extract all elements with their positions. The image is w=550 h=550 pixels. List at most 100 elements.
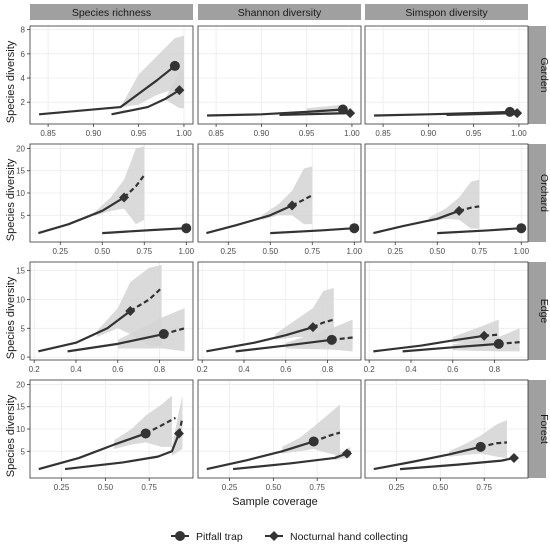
column-strips: Species richness Shannon diversity Simspon… bbox=[30, 4, 528, 20]
y-tick-label: 5 bbox=[21, 211, 26, 220]
row-strip bbox=[528, 262, 546, 360]
pitfall-trap-marker bbox=[337, 104, 348, 115]
panel-content bbox=[38, 146, 187, 235]
hand-collecting-marker bbox=[479, 330, 490, 341]
panel-orchard-1: 0.25 0.50 0.75 1.00 bbox=[197, 143, 363, 256]
hand-collecting-marker bbox=[345, 108, 356, 119]
x-tick-label: 1.00 bbox=[176, 129, 192, 138]
interpolated-line bbox=[206, 204, 293, 235]
interpolated-line bbox=[67, 332, 164, 353]
confidence-ribbon bbox=[114, 395, 172, 450]
panel-content bbox=[38, 264, 185, 353]
panel-edge-1: 0.2 0.4 0.6 0.8 bbox=[197, 261, 362, 374]
panel-orchard-0: 0.25 0.50 0.75 1.00 5 10 15 20 bbox=[16, 143, 195, 256]
x-tick-label: 0.75 bbox=[471, 247, 487, 256]
x-tick-label: 0.50 bbox=[94, 247, 110, 256]
hand-collecting-marker bbox=[341, 448, 352, 459]
interpolated-line bbox=[235, 338, 332, 353]
x-tick-label: 0.6 bbox=[447, 365, 459, 374]
x-tick-label: 0.8 bbox=[489, 365, 501, 374]
column-strip bbox=[30, 4, 193, 20]
x-tick-label: 0.8 bbox=[154, 365, 166, 374]
y-tick-label: 0 bbox=[21, 353, 26, 362]
panel-forest-1: 0.25 0.50 0.75 bbox=[197, 379, 362, 492]
interpolated-line bbox=[437, 227, 522, 235]
panel-content bbox=[373, 179, 522, 235]
x-tick-label: 0.6 bbox=[280, 365, 292, 374]
extrapolated-line bbox=[145, 416, 176, 435]
column-strip-label: Shannon diversity bbox=[238, 7, 322, 19]
y-tick-label: 4 bbox=[21, 74, 26, 83]
y-tick-label: 15 bbox=[16, 167, 25, 176]
x-tick-label: 0.90 bbox=[86, 129, 102, 138]
hand-collecting-marker bbox=[287, 200, 298, 211]
x-tick-label: 1.00 bbox=[344, 129, 360, 138]
x-tick-label: 0.95 bbox=[131, 129, 147, 138]
panel-background bbox=[365, 26, 528, 124]
row-strip-label: Edge bbox=[538, 299, 550, 324]
confidence-ribbon bbox=[120, 35, 184, 108]
x-tick-label: 0.85 bbox=[208, 129, 224, 138]
interpolated-line bbox=[111, 89, 180, 116]
extrapolated-line bbox=[313, 431, 341, 443]
pitfall-trap-marker bbox=[504, 106, 515, 117]
legend: Pitfall trap Nocturnal hand collecting bbox=[171, 527, 408, 545]
row-strip-label: Orchard bbox=[538, 174, 550, 212]
y-axis-label: Species diversity bbox=[5, 158, 17, 241]
extrapolated-line bbox=[291, 194, 313, 207]
extrapolated-line bbox=[480, 441, 508, 448]
panel-border bbox=[197, 25, 362, 125]
x-tick-label: 0.50 bbox=[429, 247, 445, 256]
x-tick-label: 0.8 bbox=[322, 365, 334, 374]
panel-garden-0: 0.85 0.90 0.95 1.00 2 4 6 8 bbox=[21, 25, 194, 138]
column-strip-label: Species richness bbox=[72, 7, 151, 19]
x-tick-label: 1.00 bbox=[511, 129, 527, 138]
interpolated-line bbox=[270, 227, 355, 235]
legend-label-pitfall: Pitfall trap bbox=[196, 531, 243, 543]
column-strip bbox=[365, 4, 528, 20]
x-tick-label: 0.50 bbox=[433, 483, 449, 492]
y-tick-label: 10 bbox=[16, 425, 25, 434]
interpolated-line bbox=[207, 108, 343, 117]
row-strip-label: Forest bbox=[538, 414, 550, 444]
pitfall-trap-marker bbox=[169, 60, 180, 71]
pitfall-trap-marker bbox=[516, 223, 527, 234]
panel-garden-1: 0.85 0.90 0.95 1.00 bbox=[197, 25, 362, 138]
x-tick-label: 0.4 bbox=[238, 365, 250, 374]
row-strip bbox=[528, 380, 546, 478]
x-tick-label: 0.85 bbox=[375, 129, 391, 138]
hand-collecting-marker bbox=[307, 322, 318, 333]
panel-content bbox=[206, 287, 353, 353]
panel-border bbox=[29, 25, 194, 125]
interpolated-line bbox=[206, 326, 314, 353]
panel-border bbox=[364, 379, 529, 479]
panel-border bbox=[197, 261, 362, 361]
hand-collecting-marker bbox=[512, 108, 523, 119]
panel-orchard-2: 0.25 0.50 0.75 1.00 bbox=[364, 143, 530, 256]
x-axis-label: Sample coverage bbox=[232, 496, 318, 508]
x-tick-label: 0.50 bbox=[98, 483, 114, 492]
hand-collecting-marker bbox=[173, 428, 184, 439]
column-strip-label: Simspon diversity bbox=[405, 7, 488, 19]
row-strip bbox=[528, 26, 546, 124]
pitfall-trap-marker bbox=[493, 338, 504, 349]
x-tick-label: 0.90 bbox=[421, 129, 437, 138]
x-tick-label: 1.00 bbox=[513, 247, 529, 256]
confidence-ribbon bbox=[261, 166, 313, 225]
panel-edge-2: 0.2 0.4 0.6 0.8 bbox=[364, 261, 529, 374]
pitfall-trap-marker bbox=[475, 441, 486, 452]
pitfall-trap-marker bbox=[349, 223, 360, 234]
x-tick-label: 0.2 bbox=[197, 365, 209, 374]
pitfall-trap-marker bbox=[326, 334, 337, 345]
y-axis-label: Species diversity bbox=[5, 276, 17, 359]
interpolated-line bbox=[373, 209, 460, 235]
column-strip bbox=[198, 4, 361, 20]
x-tick-label: 1.00 bbox=[346, 247, 362, 256]
hand-collecting-marker bbox=[174, 85, 185, 96]
hand-collecting-marker bbox=[508, 452, 519, 463]
interpolated-line bbox=[373, 334, 485, 353]
panel-content bbox=[206, 166, 355, 235]
x-tick-label: 0.90 bbox=[254, 129, 270, 138]
x-tick-label: 0.25 bbox=[387, 247, 403, 256]
